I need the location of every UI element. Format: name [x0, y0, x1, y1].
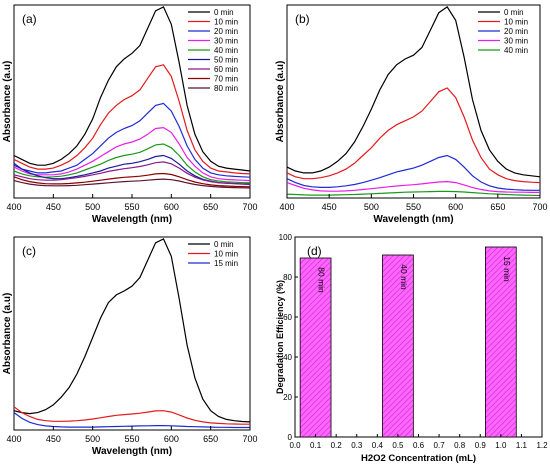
bar-label: 80 min: [317, 267, 327, 293]
series-line-0-min: [13, 6, 251, 172]
series-line-10-min: [13, 406, 250, 425]
legend-label: 10 min: [214, 250, 238, 259]
legend-label: 15 min: [214, 259, 238, 268]
y-axis-title: Degradation Efficiency (%): [275, 280, 285, 394]
x-axis-title: Wavelength (nm): [92, 446, 172, 457]
legend-label: 30 min: [214, 37, 238, 46]
bar-2: [484, 246, 517, 438]
x-tick-label: 650: [203, 434, 218, 444]
x-tick-label: 0.8: [454, 441, 466, 450]
panel-a-chart: 400 450 500 550 600 650 700 Wavelength (nm) Abso…: [2, 4, 258, 225]
y-tick-label: 20: [283, 393, 292, 402]
bar-label: 40 min: [399, 264, 409, 290]
panel-label: (a): [22, 12, 37, 26]
panel-d-chart: 80 min 40 min 15 min 0.0 0.1 0.2 0.3 0.4 0.5 0.6 0…: [275, 233, 548, 464]
bar-label: 15 min: [502, 256, 512, 282]
series-line-80-min: [13, 178, 251, 189]
x-tick-label: 500: [85, 434, 100, 444]
y-tick-label: 0: [288, 433, 293, 442]
x-tick-label: 400: [279, 202, 294, 212]
legend-label: 0 min: [214, 8, 234, 17]
series-line-20-min: [13, 102, 251, 178]
legend-label: 30 min: [504, 37, 528, 46]
x-tick-label: 0.6: [413, 441, 425, 450]
series-line-30-min: [286, 180, 540, 193]
bar-0: [299, 257, 332, 438]
series-line-60-min: [13, 161, 251, 186]
x-tick-label: 0.1: [310, 441, 322, 450]
legend-label: 40 min: [504, 46, 528, 55]
x-tick-label: 600: [164, 434, 179, 444]
x-tick-label: 650: [203, 202, 218, 212]
y-axis-title: Absorbance (a.u): [275, 61, 286, 143]
x-tick-label: 0.0: [289, 441, 301, 450]
legend-label: 0 min: [504, 8, 524, 17]
x-tick-label: 550: [406, 202, 421, 212]
series-line-15-min: [13, 412, 250, 429]
y-tick-label: 60: [283, 313, 292, 322]
x-tick-label: 650: [490, 202, 505, 212]
series-line-70-min: [13, 172, 251, 188]
x-tick-label: 450: [46, 202, 61, 212]
series-line-20-min: [286, 154, 540, 191]
y-tick-label: 40: [283, 353, 292, 362]
x-tick-label: 550: [124, 434, 139, 444]
panel-label: (d): [307, 244, 322, 258]
series-line-0-min: [286, 6, 541, 178]
x-tick-label: 0.7: [434, 441, 446, 450]
legend-label: 60 min: [214, 65, 238, 74]
y-tick-label: 80: [283, 273, 292, 282]
legend-label: 20 min: [214, 27, 238, 36]
x-tick-label: 1.0: [495, 441, 507, 450]
x-tick-label: 700: [242, 434, 257, 444]
x-axis-title: Wavelength (nm): [92, 214, 172, 225]
y-axis-title: Absorbance (a.u): [2, 61, 13, 143]
legend-label: 40 min: [214, 46, 238, 55]
series-line-10-min: [286, 87, 541, 184]
x-tick-label: 400: [6, 202, 21, 212]
legend-label: 80 min: [214, 84, 238, 93]
x-tick-label: 700: [242, 202, 257, 212]
x-axis-title: H2O2 Concentration (mL): [361, 453, 476, 464]
x-tick-label: 700: [532, 202, 547, 212]
x-tick-label: 450: [46, 434, 61, 444]
x-tick-label: 600: [448, 202, 463, 212]
y-tick-label: 100: [279, 233, 293, 242]
x-tick-label: 550: [124, 202, 139, 212]
x-tick-label: 450: [322, 202, 337, 212]
x-tick-label: 500: [364, 202, 379, 212]
x-tick-label: 1.1: [516, 441, 528, 450]
series-line-40-min: [13, 143, 251, 184]
x-tick-label: 600: [164, 202, 179, 212]
x-tick-label: 0.5: [392, 441, 404, 450]
series-line-0-min: [13, 238, 251, 423]
x-tick-label: 0.4: [372, 441, 384, 450]
legend-label: 10 min: [214, 18, 238, 27]
bar-1: [382, 254, 414, 438]
legend-label: 70 min: [214, 75, 238, 84]
panel-label: (c): [22, 244, 36, 258]
legend-label: 10 min: [504, 18, 528, 27]
x-tick-label: 400: [6, 434, 21, 444]
legend-label: 20 min: [504, 27, 528, 36]
panel-b-chart: 400 450 500 550 600 650 700 Wavelength (nm) Abso…: [275, 4, 548, 225]
legend-label: 50 min: [214, 56, 238, 65]
x-tick-label: 1.2: [536, 441, 548, 450]
series-line-10-min: [13, 64, 251, 175]
panel-label: (b): [295, 12, 310, 26]
x-tick-label: 0.9: [475, 441, 487, 450]
x-tick-label: 0.2: [331, 441, 343, 450]
panel-c-chart: 400 450 500 550 600 650 700 Wavelength (nm) Abso…: [2, 236, 258, 457]
x-axis-title: Wavelength (nm): [373, 214, 453, 225]
x-tick-label: 0.3: [351, 441, 363, 450]
series-line-30-min: [13, 126, 251, 182]
x-tick-label: 500: [85, 202, 100, 212]
y-axis-title: Absorbance (a.u): [2, 293, 13, 375]
legend-label: 0 min: [214, 240, 234, 249]
